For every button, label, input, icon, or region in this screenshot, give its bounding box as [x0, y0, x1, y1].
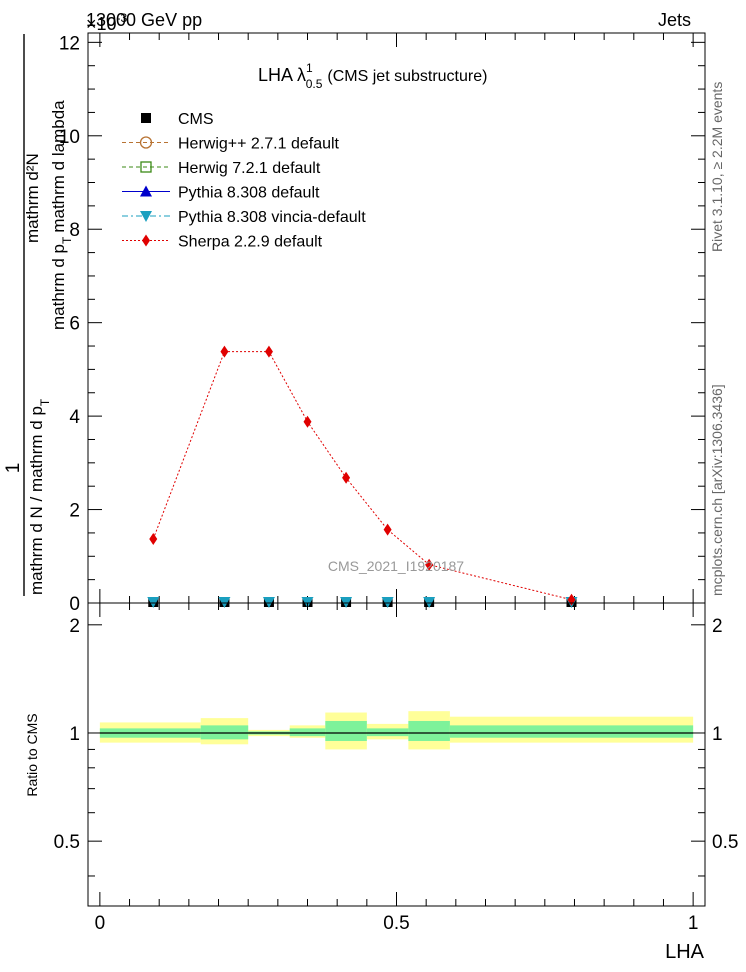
ratio-band-inner: [325, 720, 367, 741]
ratio-data-layer: [99, 711, 694, 750]
main-axis-ticks: 0 2 4 6 8 10 12: [59, 33, 705, 615]
legend-entry-label: CMS: [178, 111, 214, 128]
y-label-inner-bottom: mathrm d pTmathrm d lambda: [49, 100, 74, 330]
data-point: [425, 558, 434, 571]
legend-marker: [140, 185, 152, 197]
ratio-panel-frame: [87, 602, 706, 907]
legend-entry-label: Herwig 7.2.1 default: [178, 160, 321, 177]
y-tick-label: 2: [69, 501, 80, 522]
ratio-y-label: Ratio to CMS: [24, 713, 40, 796]
data-point: [220, 345, 229, 358]
legend-marker: [140, 161, 152, 173]
y-tick-label: 6: [69, 314, 80, 335]
header-process: Jets: [658, 10, 691, 30]
y-label-denominator: mathrm d N / mathrm d pT: [27, 398, 52, 595]
legend-marker: [140, 211, 152, 222]
ratio-y-tick-label-right: 1: [712, 724, 723, 745]
data-point: [342, 471, 351, 484]
legend-entry-label: Sherpa 2.2.9 default: [178, 234, 323, 251]
legend-marker: [141, 113, 151, 123]
x-tick-label: 0: [95, 913, 106, 934]
y-tick-label: 8: [69, 220, 80, 241]
main-title: LHA λ1 0.5 (CMS jet substructure): [258, 61, 487, 91]
data-point: [264, 345, 273, 358]
ratio-axis-ticks: 0.5 0.5 1 1 2 2 0 0.5 1: [54, 603, 738, 934]
y-tick-label: 10: [59, 127, 80, 148]
y-label-numerator: 1: [3, 463, 24, 474]
y-tick-label: 4: [69, 407, 80, 428]
y-tick-label: 0: [69, 594, 80, 615]
mcplots-label: mcplots.cern.ch [arXiv:1306.3436]: [709, 384, 725, 596]
series-line: [152, 351, 572, 601]
ratio-y-tick-label-right: 2: [712, 616, 723, 637]
analysis-watermark: CMS_2021_I1920187: [328, 558, 464, 574]
main-y-label: 1 mathrm d N / mathrm d pT mathrm d²N ma…: [3, 34, 74, 596]
legend-entry-label: Herwig++ 2.7.1 default: [178, 136, 340, 153]
y-label-inner-top: mathrm d²N: [23, 153, 42, 243]
legend-marker: [142, 234, 150, 247]
ratio-y-tick-label: 0.5: [54, 832, 80, 853]
ratio-band-inner: [449, 725, 694, 738]
legend-marker: [139, 136, 153, 149]
y-tick-label: 12: [59, 33, 80, 54]
rivet-label: Rivet 3.1.10, ≥ 2.2M events: [709, 82, 725, 252]
x-tick-label: 1: [688, 913, 699, 934]
ratio-y-tick-label: 2: [69, 616, 80, 637]
ratio-band-inner: [200, 725, 249, 740]
x-axis-label: LHA: [665, 941, 705, 963]
data-point: [303, 415, 312, 428]
x-tick-label: 0.5: [383, 913, 409, 934]
ratio-band-inner: [408, 720, 450, 741]
ratio-y-tick-label: 1: [69, 724, 80, 745]
data-point: [383, 523, 392, 536]
legend-entry-label: Pythia 8.308 vincia-default: [178, 209, 366, 226]
data-point: [149, 532, 158, 545]
ratio-band-inner: [289, 728, 326, 737]
ratio-y-tick-label-right: 0.5: [712, 832, 738, 853]
legend: CMS Herwig++ 2.7.1 default Herwig 7.2.1 de…: [122, 111, 366, 251]
header-energy: 13000 GeV pp: [86, 10, 202, 30]
ratio-band-inner: [366, 728, 409, 737]
y-exponent: ×10-3: [86, 11, 128, 34]
legend-entry-label: Pythia 8.308 default: [178, 185, 320, 202]
